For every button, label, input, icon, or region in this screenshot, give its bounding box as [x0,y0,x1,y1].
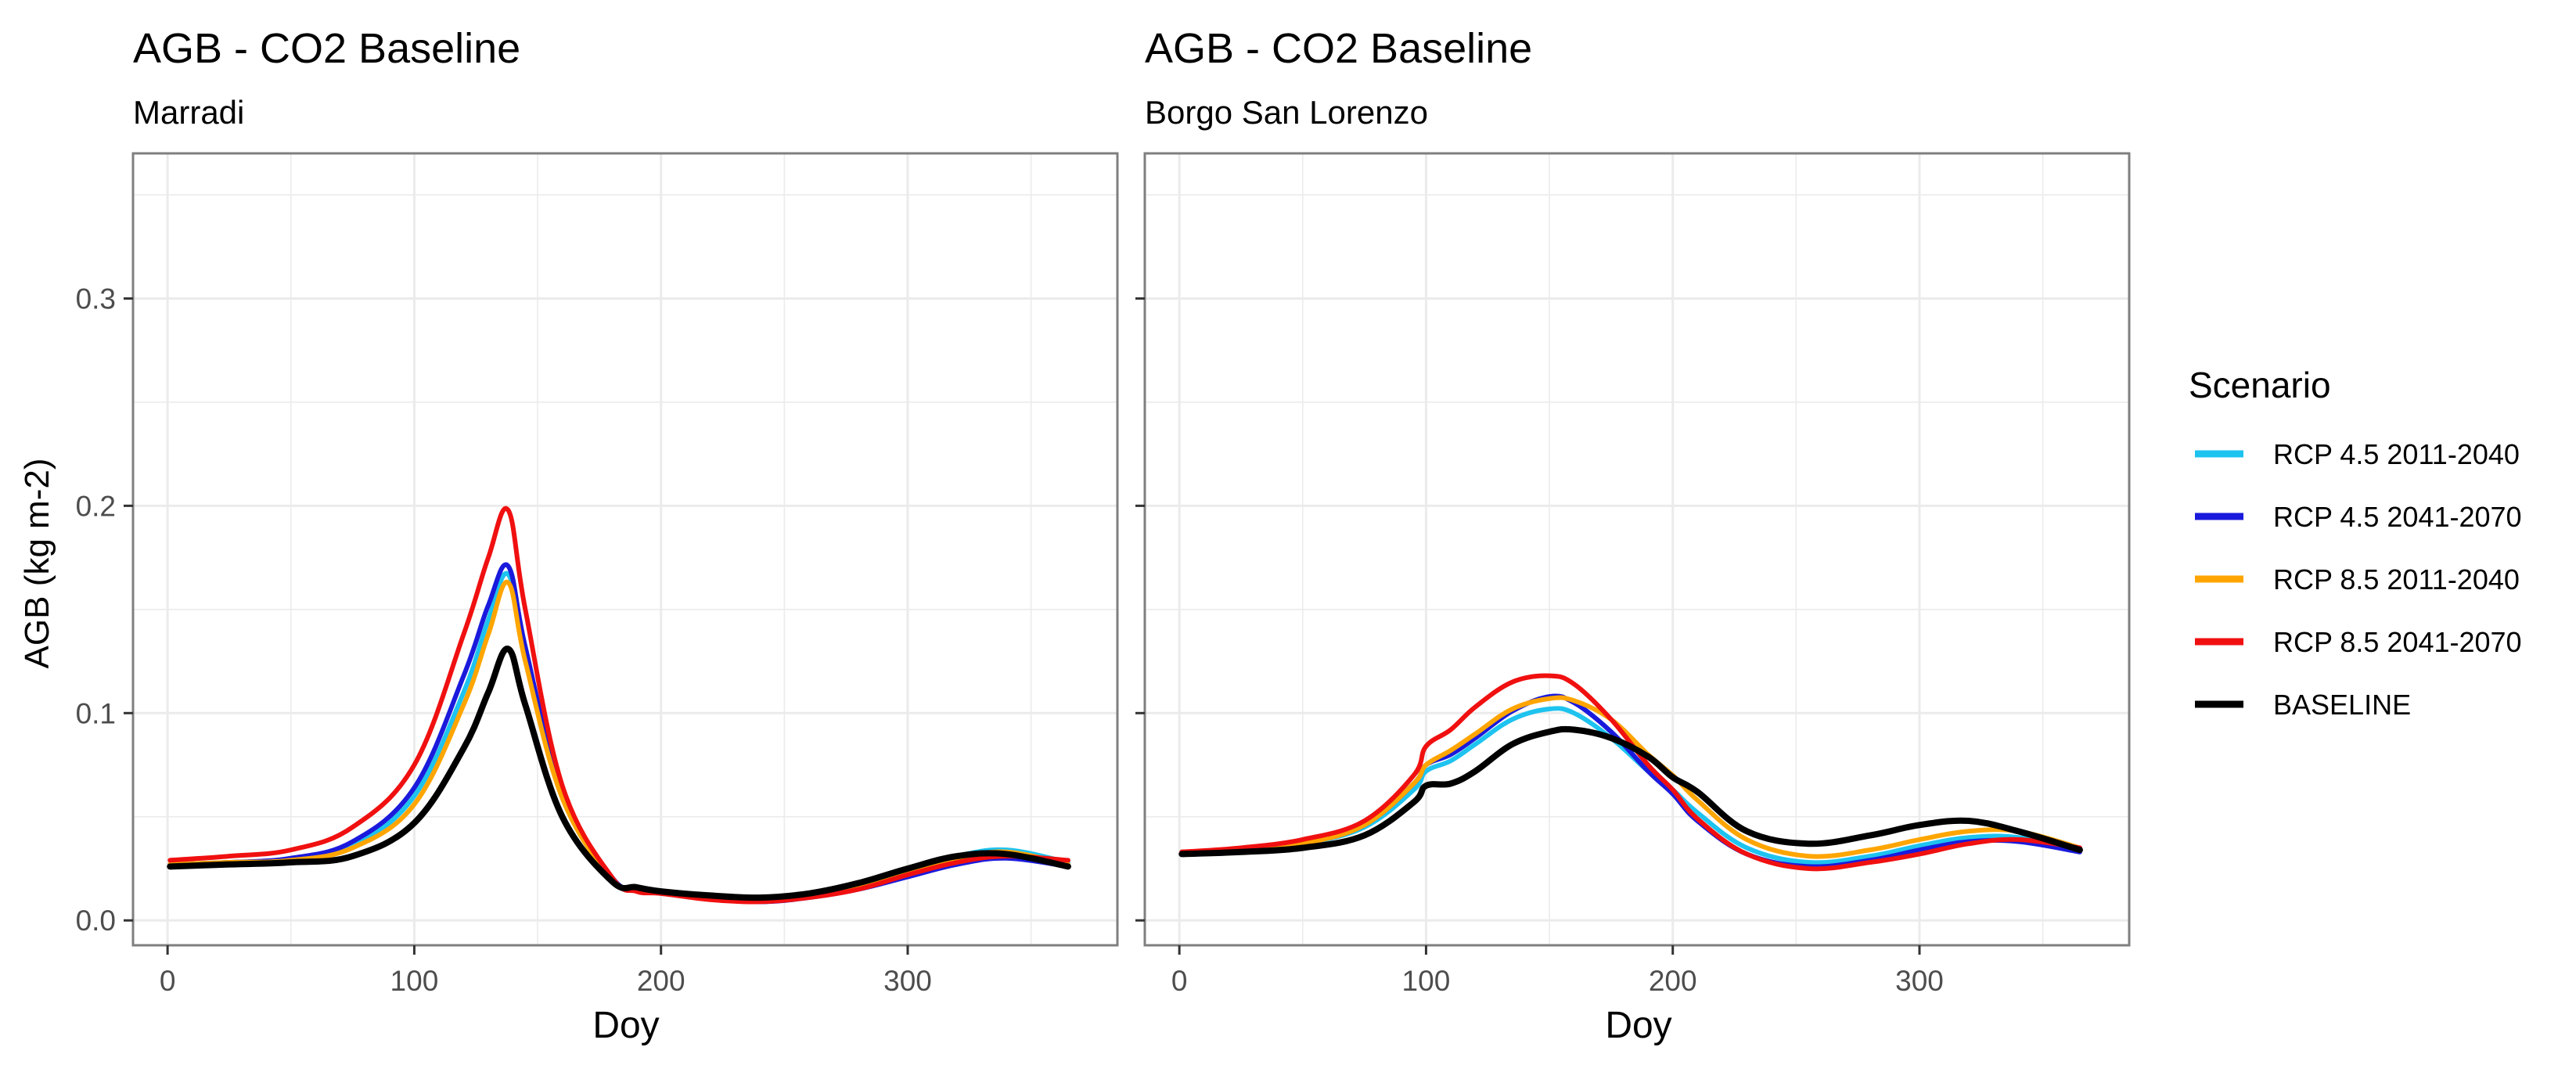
panel-borgo-san-lorenzo: AGB - CO2 Baseline Borgo San Lorenzo 0 10… [1135,25,2131,1046]
legend-entries: RCP 4.5 2011-2040 RCP 4.5 2041-2070 RCP 8.… [2195,438,2522,721]
y-tick-label: 0.0 [76,905,116,937]
plot-area-borgo-san-lorenzo: 0 100 200 300 [1135,152,2131,997]
x-axis-title: Doy [1605,1005,1671,1046]
panel-border [131,152,1119,947]
plot-area-marradi: 0.0 0.1 0.2 0.3 0 100 200 300 [76,152,1119,997]
x-tick-label: 0 [1171,965,1188,997]
series-line-baseline [1178,725,2083,858]
legend-label-rcp-4-5-2011-2040: RCP 4.5 2011-2040 [2273,438,2520,470]
legend-title: Scenario [2189,365,2331,405]
gridlines [133,153,1117,945]
x-tick-label: 200 [637,965,685,997]
legend-label-baseline: BASELINE [2273,689,2411,721]
gridlines [1145,153,2129,945]
x-tick-label: 0 [160,965,176,997]
x-axis-title: Doy [592,1005,659,1046]
y-tick-label: 0.2 [76,490,116,522]
series-line-rcp-8-5-2011-2040 [1179,695,2082,859]
y-tick-label: 0.1 [76,697,116,729]
panel-background [133,153,1117,945]
panel-background [1145,153,2129,945]
series-line-rcp-8-5-2041-2070 [1179,673,2082,872]
axis-ticks: 0 100 200 300 [1135,297,1944,997]
panel-subtitle: Borgo San Lorenzo [1145,94,1428,131]
panel-border [1143,152,2131,947]
legend-label-rcp-8-5-2011-2040: RCP 8.5 2011-2040 [2273,563,2520,595]
y-axis-title: AGB (kg m-2) [18,459,56,669]
series-line-baseline [167,646,1071,901]
y-tick-label: 0.3 [76,282,116,315]
series-lines [167,506,1071,905]
series-line-rcp-4-5-2011-2040 [1179,706,2082,865]
x-tick-label: 300 [883,965,932,997]
x-tick-label: 100 [1402,965,1451,997]
axis-ticks: 0.0 0.1 0.2 0.3 0 100 200 300 [76,282,932,997]
legend-label-rcp-4-5-2041-2070: RCP 4.5 2041-2070 [2273,501,2522,533]
legend: Scenario RCP 4.5 2011-2040 RCP 4.5 2041-2… [2189,365,2522,721]
panel-subtitle: Marradi [133,94,244,131]
x-tick-label: 200 [1649,965,1697,997]
panel-title: AGB - CO2 Baseline [133,25,520,72]
x-tick-label: 300 [1895,965,1944,997]
panel-title: AGB - CO2 Baseline [1145,25,1532,72]
series-line-rcp-8-5-2041-2070 [167,506,1070,905]
panel-marradi: AGB - CO2 Baseline Marradi 0.00.10.20.30… [76,25,1119,1046]
legend-label-rcp-8-5-2041-2070: RCP 8.5 2041-2070 [2273,626,2522,658]
series-lines [1178,673,2083,872]
x-tick-label: 100 [390,965,439,997]
